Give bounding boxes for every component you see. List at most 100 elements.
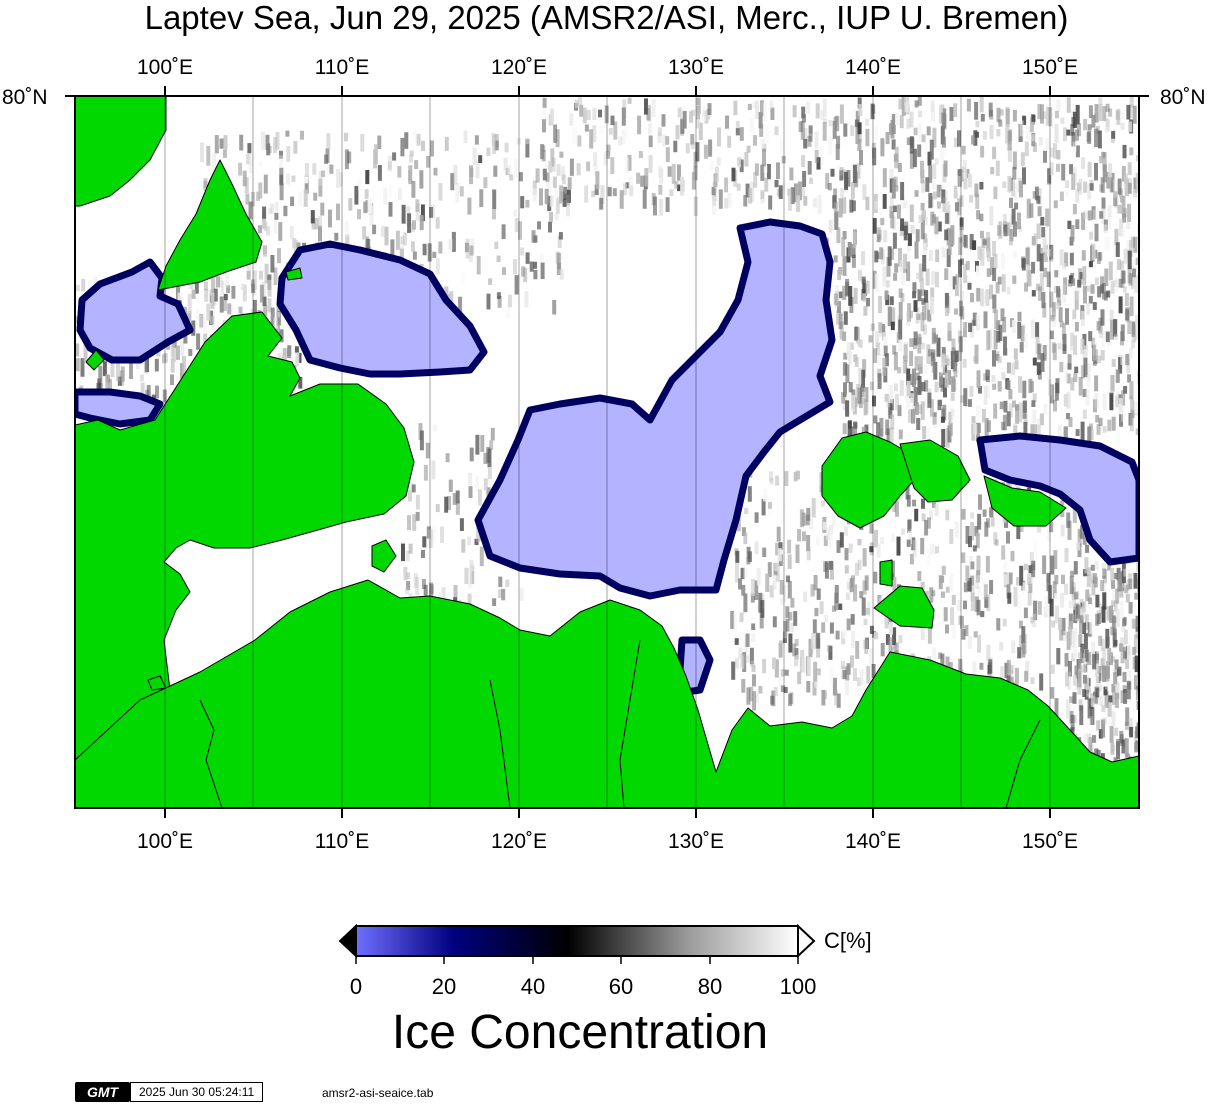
- ice-texture-cell: [318, 178, 323, 197]
- ice-texture-cell: [206, 145, 211, 166]
- ice-texture-cell: [927, 309, 932, 322]
- ice-texture-cell: [725, 115, 729, 129]
- ice-texture-cell: [1135, 615, 1139, 632]
- ice-texture-cell: [1011, 178, 1016, 197]
- ice-texture-cell: [871, 664, 876, 678]
- ice-texture-cell: [1125, 307, 1130, 323]
- ice-texture-cell: [206, 303, 211, 321]
- ice-texture-cell: [845, 400, 850, 417]
- ice-texture-cell: [1099, 601, 1103, 613]
- ice-texture-cell: [900, 196, 905, 210]
- ice-texture-cell: [691, 172, 696, 190]
- ice-texture-cell: [842, 392, 847, 411]
- ice-texture-cell: [833, 255, 838, 263]
- ice-texture-cell: [992, 267, 997, 282]
- map-frame: [74, 95, 1140, 809]
- ice-texture-cell: [890, 211, 895, 229]
- ice-texture-cell: [1043, 267, 1048, 278]
- ice-texture-cell: [760, 600, 765, 618]
- ice-texture-cell: [844, 171, 848, 190]
- ice-texture-cell: [486, 293, 491, 310]
- ice-texture-cell: [1129, 96, 1134, 108]
- ice-texture-cell: [779, 598, 784, 606]
- ice-texture-cell: [873, 200, 878, 210]
- ice-texture-cell: [1122, 618, 1127, 627]
- ice-texture-cell: [824, 561, 829, 579]
- ice-texture-cell: [815, 536, 820, 546]
- ice-texture-cell: [1026, 573, 1031, 585]
- ice-texture-cell: [395, 230, 400, 250]
- ice-texture-cell: [492, 598, 497, 606]
- ice-texture-cell: [483, 177, 488, 189]
- ice-texture-cell: [778, 542, 783, 550]
- ice-texture-cell: [909, 136, 914, 154]
- ice-texture-cell: [270, 255, 275, 273]
- ice-texture-cell: [475, 434, 480, 455]
- ice-texture-cell: [574, 99, 579, 108]
- ice-texture-cell: [927, 627, 932, 644]
- ice-texture-cell: [216, 276, 220, 288]
- ice-texture-cell: [444, 136, 449, 151]
- ice-texture-cell: [1053, 550, 1058, 569]
- ice-texture-cell: [1031, 400, 1036, 407]
- ice-texture-cell: [774, 179, 779, 188]
- ice-texture-cell: [566, 189, 571, 203]
- ice-texture-cell: [1082, 333, 1087, 350]
- ice-texture-cell: [1049, 522, 1054, 533]
- ice-texture-cell: [857, 135, 862, 143]
- ice-texture-cell: [277, 248, 281, 264]
- ice-texture-cell: [778, 185, 783, 199]
- ice-texture-cell: [776, 526, 781, 542]
- ice-texture-cell: [1107, 648, 1112, 662]
- ice-texture-cell: [947, 322, 952, 341]
- ice-texture-cell: [1099, 322, 1104, 339]
- ice-texture-cell: [798, 121, 803, 133]
- ice-texture-cell: [769, 471, 773, 482]
- ice-texture-cell: [1133, 634, 1138, 654]
- ice-texture-cell: [749, 686, 754, 702]
- ice-texture-cell: [853, 584, 858, 602]
- ice-texture-cell: [562, 198, 567, 207]
- ice-texture-cell: [298, 377, 303, 389]
- ice-texture-cell: [872, 218, 877, 234]
- ice-texture-cell: [934, 334, 938, 343]
- ice-texture-cell: [753, 135, 757, 146]
- ice-texture-cell: [390, 239, 395, 257]
- ice-texture-cell: [1033, 600, 1038, 621]
- ice-texture-cell: [1013, 251, 1018, 259]
- ice-texture-cell: [887, 306, 892, 327]
- ice-texture-cell: [203, 180, 208, 191]
- ice-texture-cell: [1110, 172, 1115, 193]
- ice-texture-cell: [1062, 630, 1067, 641]
- ice-texture-cell: [347, 151, 352, 164]
- ice-texture-cell: [415, 199, 420, 212]
- land-stolbovoy: [873, 585, 935, 629]
- ice-texture-cell: [841, 168, 846, 179]
- ice-texture-cell: [1050, 687, 1055, 699]
- ice-texture-cell: [945, 586, 950, 593]
- ice-texture-cell: [775, 475, 780, 486]
- ice-texture-cell: [453, 585, 458, 603]
- ice-texture-cell: [988, 329, 993, 349]
- ice-texture-cell: [117, 376, 122, 386]
- ice-texture-cell: [1057, 100, 1062, 109]
- ice-texture-cell: [857, 138, 862, 151]
- ice-texture-cell: [786, 575, 790, 583]
- ice-texture-cell: [742, 652, 747, 672]
- ice-texture-cell: [875, 252, 880, 259]
- ice-texture-cell: [1037, 601, 1042, 615]
- ice-texture-cell: [1118, 296, 1123, 314]
- ice-texture-cell: [494, 241, 499, 249]
- ice-texture-cell: [793, 471, 798, 482]
- ice-texture-cell: [917, 375, 922, 395]
- ice-texture-cell: [890, 248, 895, 260]
- ice-texture-cell: [931, 270, 936, 285]
- ice-texture-cell: [910, 393, 915, 403]
- ice-texture-cell: [1128, 347, 1133, 359]
- ice-texture-cell: [941, 112, 946, 129]
- land-islet-west: [85, 349, 105, 371]
- ice-texture-cell: [978, 386, 982, 394]
- ice-texture-cell: [600, 185, 605, 204]
- ice-texture-cell: [960, 309, 965, 328]
- ice-texture-cell: [1110, 742, 1115, 755]
